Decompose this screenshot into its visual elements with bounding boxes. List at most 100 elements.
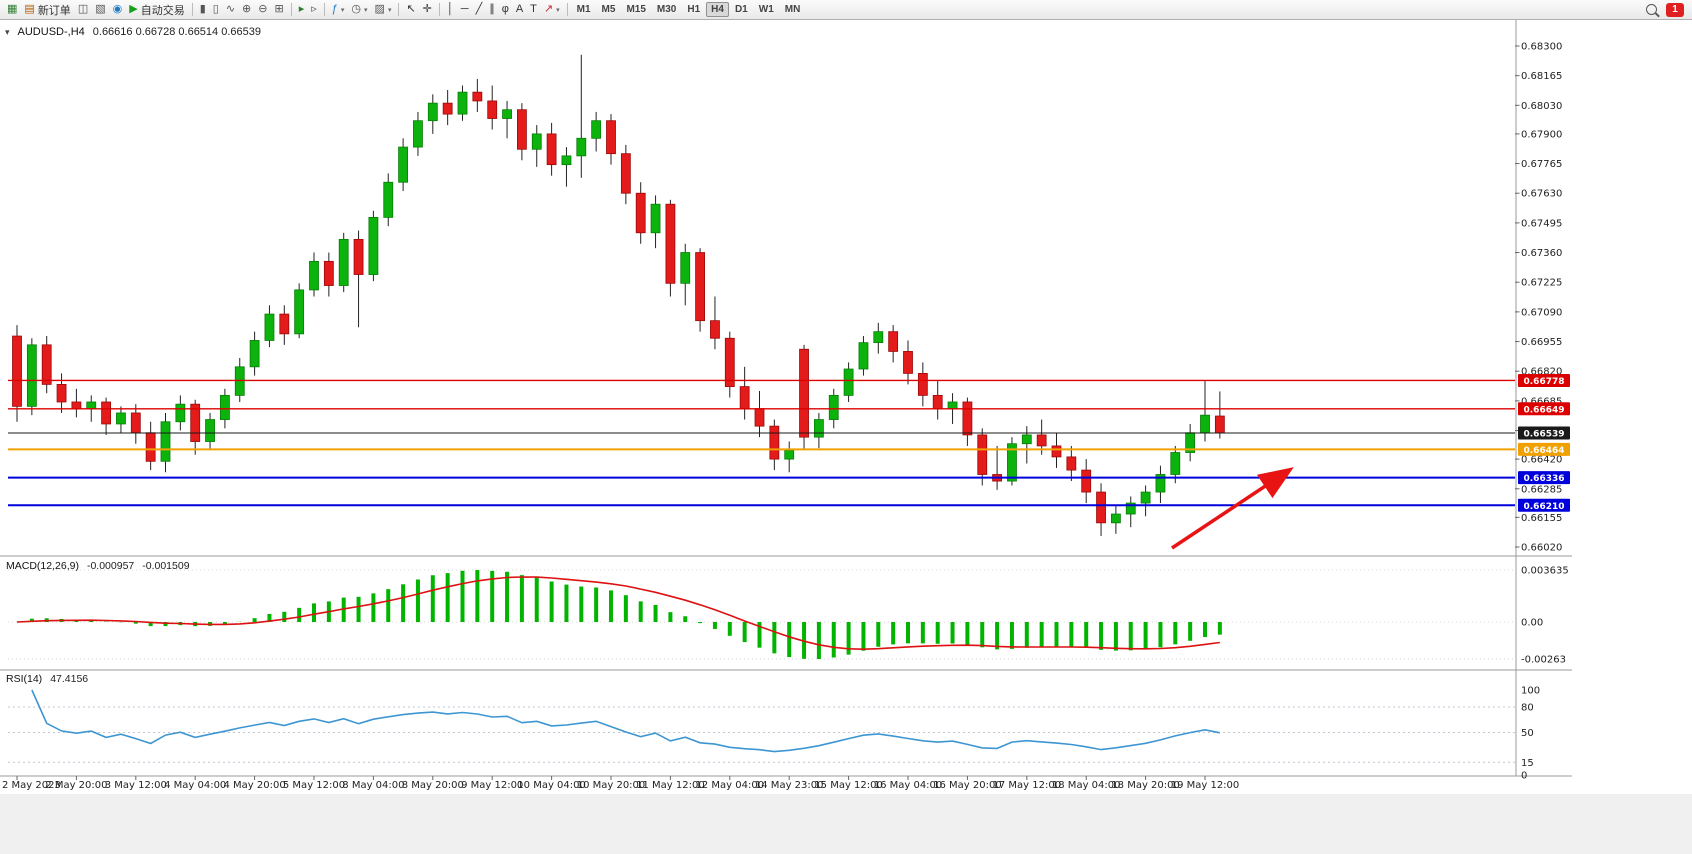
- alerts-button[interactable]: ◉: [110, 2, 126, 18]
- macd-panel: 0.003635 0.00 -0.00263: [8, 566, 1569, 666]
- candle-body: [323, 260, 334, 286]
- text-label-icon: T: [530, 3, 537, 15]
- price-tick-label: 0.66820: [1521, 367, 1562, 378]
- candle-body: [190, 403, 201, 442]
- candle-body: [145, 432, 156, 462]
- notification-badge[interactable]: 1: [1666, 2, 1684, 17]
- candle-body: [1007, 443, 1017, 482]
- trend-arrow-annotation[interactable]: [1171, 467, 1294, 550]
- toolbar-separator: [566, 3, 568, 16]
- resistance-line-2-price-tag-label: 0.66649: [1524, 405, 1565, 415]
- search-icon[interactable]: [1646, 4, 1657, 15]
- arrows-button[interactable]: ↗ ▾: [541, 2, 563, 18]
- timeframe-m5-button[interactable]: M5: [601, 4, 616, 15]
- text-label-button[interactable]: T: [527, 2, 540, 18]
- candles-layer: [12, 54, 1225, 537]
- templates-button[interactable]: ▨ ▾: [372, 2, 395, 18]
- new-order-button[interactable]: ▤ 新订单: [21, 2, 73, 18]
- candle-body: [41, 344, 52, 385]
- candle-body: [576, 137, 587, 157]
- tile-windows-button[interactable]: ⊞: [271, 2, 286, 18]
- line-chart-button[interactable]: ∿: [223, 2, 238, 18]
- price-tick-label: 0.66955: [1521, 337, 1562, 348]
- bar-chart-button[interactable]: ▮: [197, 2, 209, 18]
- channel-icon: ∥: [489, 3, 495, 15]
- chart-window[interactable]: 0.68300 0.68165 0.68030 0.67900 0.67765 0.676…: [0, 20, 1692, 854]
- channel-button[interactable]: ∥: [486, 2, 498, 18]
- candle-body: [1111, 513, 1121, 524]
- rsi-tick-label: 15: [1521, 758, 1534, 769]
- rsi-panel: 100 80 50 15 0: [8, 686, 1540, 782]
- time-label: 4 May 04:00: [164, 780, 226, 791]
- candle-body: [546, 133, 557, 166]
- toolbar-separator: [290, 3, 292, 16]
- candle-body: [1140, 491, 1151, 504]
- periods-button[interactable]: ◷ ▾: [348, 2, 370, 18]
- line-chart-icon: ∿: [225, 3, 236, 15]
- candle-body: [1200, 414, 1210, 434]
- fibonacci-button[interactable]: φ: [499, 2, 512, 18]
- candle-body: [665, 203, 676, 284]
- crosshair-button[interactable]: ✛: [420, 2, 435, 18]
- candle-body: [947, 401, 958, 409]
- new-chart-button[interactable]: ▦: [4, 2, 20, 18]
- templates-caret-icon: ▾: [387, 6, 392, 14]
- candle-body: [1155, 474, 1166, 493]
- candle-body: [502, 109, 512, 119]
- pivot-line-price-tag-label: 0.66464: [1524, 446, 1565, 456]
- price-tick-label: 0.68165: [1521, 71, 1562, 82]
- market-watch-button[interactable]: ▧: [92, 2, 108, 18]
- timeframe-m15-button[interactable]: M15: [626, 4, 646, 15]
- candle-body: [650, 203, 661, 234]
- price-axis[interactable]: 0.68300 0.68165 0.68030 0.67900 0.67765 0.676…: [1515, 42, 1562, 554]
- periods-caret-icon: ▾: [364, 6, 368, 14]
- candle-body: [591, 120, 602, 139]
- indicators-caret-icon: ▾: [340, 6, 345, 14]
- text-button[interactable]: A: [513, 2, 526, 18]
- time-label: 5 May 12:00: [283, 780, 345, 791]
- text-icon: A: [515, 3, 524, 15]
- timeframe-mn-button[interactable]: MN: [784, 4, 801, 15]
- chart-profiles-button[interactable]: ◫: [75, 2, 91, 18]
- timeframe-d1-button[interactable]: D1: [734, 4, 748, 15]
- time-label: 10 May 04:00: [517, 780, 586, 791]
- toolbar-separator: [438, 3, 440, 16]
- trendline-button[interactable]: ╱: [473, 2, 486, 18]
- horizontal-line-button[interactable]: ─: [458, 2, 472, 18]
- price-tick-label: 0.67225: [1521, 278, 1562, 289]
- price-tick-label: 0.68030: [1521, 101, 1562, 112]
- auto-scroll-button[interactable]: ▸: [296, 2, 308, 18]
- vertical-line-button[interactable]: │: [444, 2, 457, 18]
- timeframe-m1-button[interactable]: M1: [576, 4, 591, 15]
- crosshair-icon: ✛: [422, 3, 432, 15]
- time-label: 9 May 12:00: [461, 780, 523, 791]
- candle-chart-button[interactable]: ▯: [210, 2, 222, 18]
- autotrading-button[interactable]: ▶ 自动交易: [126, 2, 187, 18]
- chart-shift-button[interactable]: ▹: [308, 2, 320, 18]
- candle-body: [487, 100, 498, 119]
- fibonacci-icon: φ: [501, 3, 509, 15]
- candle-body: [932, 394, 943, 409]
- price-tick-label: 0.67495: [1521, 218, 1562, 229]
- new-order-label: 新订单: [37, 4, 71, 17]
- chart-canvas[interactable]: 0.68300 0.68165 0.68030 0.67900 0.67765 0.676…: [0, 20, 1692, 854]
- zoom-in-button[interactable]: ⊕: [239, 2, 254, 18]
- candle-body: [769, 425, 780, 460]
- candle-body: [205, 419, 215, 442]
- zoom-out-button[interactable]: ⊖: [255, 2, 270, 18]
- candle-body: [739, 386, 750, 409]
- toolbar-separator: [398, 3, 400, 16]
- time-label: 11 May 12:00: [636, 780, 705, 791]
- candle-body: [517, 109, 527, 150]
- arrows-icon: ↗: [543, 3, 554, 15]
- time-label: 12 May 04:00: [696, 780, 765, 791]
- timeframe-h4-button[interactable]: H4: [706, 2, 729, 17]
- timeframe-m30-button[interactable]: M30: [656, 4, 677, 15]
- timeframe-w1-button[interactable]: W1: [758, 4, 774, 15]
- zoom-in-icon: ⊕: [242, 3, 252, 15]
- candle-body: [219, 394, 230, 420]
- indicators-button[interactable]: ƒ ▾: [329, 2, 348, 18]
- timeframe-h1-button[interactable]: H1: [687, 4, 701, 15]
- cursor-button[interactable]: ↖: [403, 2, 418, 18]
